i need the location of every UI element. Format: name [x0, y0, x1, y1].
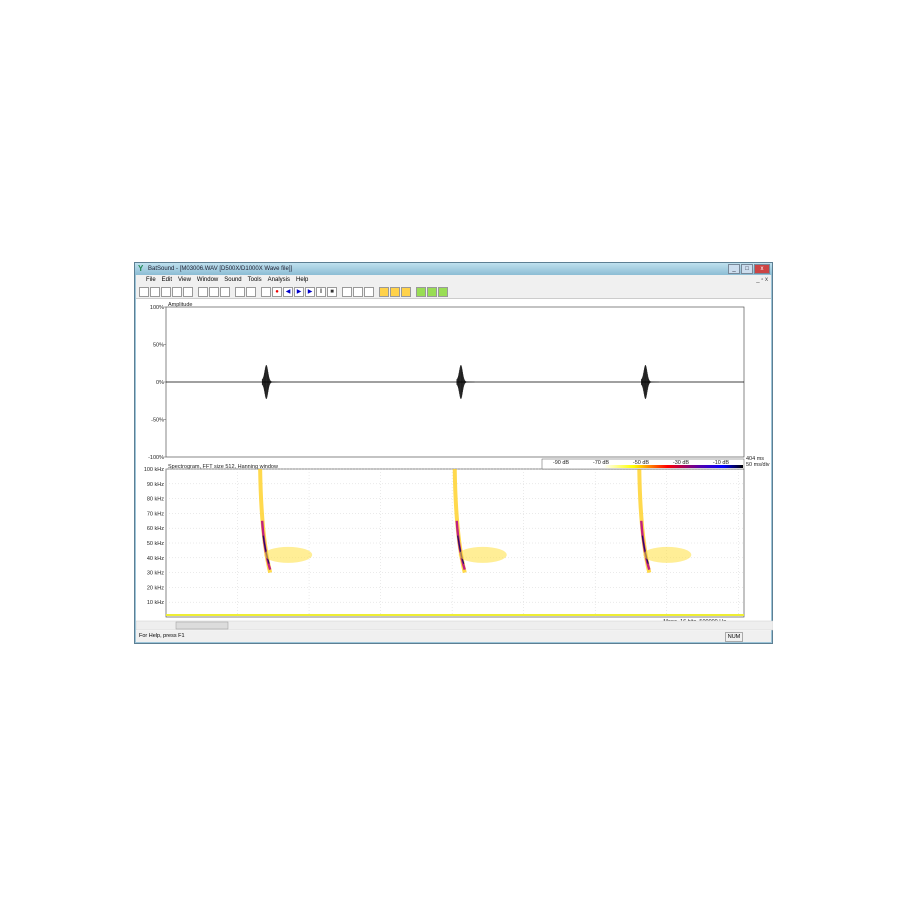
frequency-tick-label: 10 kHz [147, 600, 164, 606]
frequency-tick-label: 70 kHz [147, 511, 164, 517]
status-bar: For Help, press F1 NUM [136, 631, 771, 642]
menu-window[interactable]: Window [196, 277, 219, 283]
waveform-call [641, 365, 660, 399]
open-folder-button[interactable] [161, 286, 171, 297]
scrollbar-thumb[interactable] [175, 621, 229, 630]
colorbar-frame [541, 458, 745, 470]
menu-view[interactable]: View [178, 277, 191, 283]
close-button[interactable]: x [754, 264, 770, 274]
menu-tools[interactable]: Tools [247, 277, 262, 283]
fast-forward-icon: ▶ [307, 288, 313, 295]
minimize-button[interactable]: _ [728, 264, 740, 274]
save-button[interactable] [183, 286, 193, 297]
document-view: Amplitude 100% 50% 0% -50% -100% 404 ms 50 ms/d… [135, 299, 774, 631]
play-button[interactable]: ▶ [294, 286, 304, 297]
fast-forward-button[interactable]: ▶ [305, 286, 315, 297]
amplitude-tick-label: 50% [153, 343, 164, 349]
help-button[interactable] [246, 286, 256, 297]
back-button[interactable] [261, 286, 271, 297]
menu-sound[interactable]: Sound [224, 277, 242, 283]
waveform-call [261, 365, 281, 399]
pitch-button[interactable] [401, 286, 411, 297]
amplitude-tick-label: 0% [156, 380, 164, 386]
colorbar-tick-label: -70 dB [593, 460, 610, 466]
title-bar: Y BatSound - [M03006.WAV [D500X/D1000X W… [135, 263, 772, 275]
print-button[interactable] [235, 286, 245, 297]
amplitude-tick-label: -50% [151, 418, 164, 424]
menu-edit[interactable]: Edit [161, 277, 173, 283]
new-button[interactable] [139, 286, 149, 297]
frequency-tick-label: 30 kHz [147, 571, 164, 577]
analysis-1-button[interactable] [416, 286, 426, 297]
frequency-tick-label: 50 kHz [147, 541, 164, 547]
pause-icon: ‖ [319, 288, 323, 295]
time-total-label: 404 ms [746, 456, 764, 462]
zoom-out-vertical-button[interactable] [353, 286, 363, 297]
call-echo-energy [643, 546, 692, 563]
paste-button[interactable] [220, 286, 230, 297]
record-icon: ● [275, 288, 279, 295]
cut-button[interactable] [198, 286, 208, 297]
zoom-in-vertical-button[interactable] [342, 286, 352, 297]
amplitude-tick-label: -100% [148, 455, 164, 461]
batsound-window: Y BatSound - [M03006.WAV [D500X/D1000X W… [134, 262, 774, 644]
fit-button[interactable] [364, 286, 374, 297]
colorbar-tick-label: -30 dB [673, 460, 690, 466]
status-help-text: For Help, press F1 [139, 633, 185, 639]
spectrogram-button[interactable] [379, 286, 389, 297]
num-lock-indicator: NUM [725, 632, 743, 642]
menu-analysis[interactable]: Analysis [267, 277, 290, 283]
frequency-tick-label: 100 kHz [144, 467, 164, 473]
play-icon: ▶ [296, 288, 302, 295]
colorbar-tick-label: -10 dB [713, 460, 730, 466]
open-button[interactable] [150, 286, 160, 297]
colorbar [544, 465, 743, 468]
colorbar-tick-label: -50 dB [633, 460, 650, 466]
copy-button[interactable] [209, 286, 219, 297]
record-button[interactable]: ● [272, 286, 282, 297]
rewind-icon: ◀ [285, 288, 291, 295]
window-title: BatSound - [M03006.WAV [D500X/D1000X Wav… [148, 266, 293, 272]
menu-help[interactable]: Help [295, 277, 309, 283]
frequency-tick-label: 80 kHz [147, 497, 164, 503]
maximize-button[interactable]: □ [741, 264, 753, 274]
waveform-call [456, 365, 475, 399]
call-echo-energy [264, 546, 313, 563]
time-scale-label: 50 ms/div [746, 462, 770, 468]
toolbar: ● ◀ ▶ ▶ ‖ ■ [136, 285, 771, 299]
rewind-button[interactable]: ◀ [283, 286, 293, 297]
frequency-tick-label: 90 kHz [147, 482, 164, 488]
menu-bar: File Edit View Window Sound Tools Analys… [136, 275, 771, 285]
amplitude-label: Amplitude [168, 302, 192, 308]
stop-button[interactable]: ■ [327, 286, 337, 297]
frequency-tick-label: 20 kHz [147, 585, 164, 591]
horizontal-scrollbar[interactable] [135, 620, 774, 631]
mdi-controls[interactable]: _ ▫ x [756, 277, 768, 283]
analysis-3-button[interactable] [438, 286, 448, 297]
spectrogram-low-band [166, 614, 744, 616]
call-echo-energy [458, 546, 507, 563]
batsound-logo-icon: Y [138, 264, 144, 273]
pause-button[interactable]: ‖ [316, 286, 326, 297]
spectrogram-label: Spectrogram, FFT size 512, Hanning windo… [168, 464, 278, 470]
menu-file[interactable]: File [146, 277, 156, 283]
power-spectrum-button[interactable] [390, 286, 400, 297]
colorbar-tick-label: -90 dB [553, 460, 570, 466]
frequency-tick-label: 60 kHz [147, 526, 164, 532]
analysis-2-button[interactable] [427, 286, 437, 297]
open-recent-button[interactable] [172, 286, 182, 297]
stop-icon: ■ [330, 288, 334, 295]
frequency-tick-label: 40 kHz [147, 556, 164, 562]
amplitude-tick-label: 100% [150, 305, 164, 311]
